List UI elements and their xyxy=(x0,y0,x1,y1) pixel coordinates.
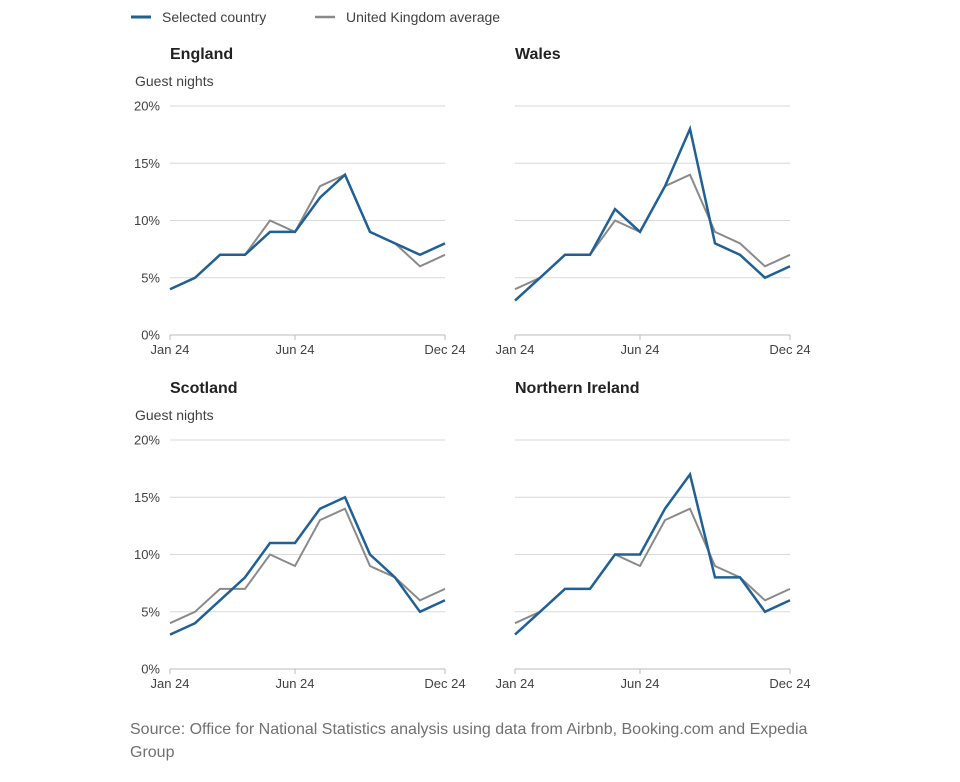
y-tick-label: 15% xyxy=(134,156,160,171)
y-tick-label: 20% xyxy=(134,433,160,448)
panel-title: Wales xyxy=(515,46,561,63)
y-axis-label: Guest nights xyxy=(135,407,214,423)
x-tick-label: Jun 24 xyxy=(275,676,314,691)
x-tick-label: Jan 24 xyxy=(150,676,189,691)
x-tick-label: Jun 24 xyxy=(620,676,659,691)
y-tick-label: 5% xyxy=(141,604,160,619)
series-line-selected-country xyxy=(514,471,791,636)
series-line-selected-country xyxy=(514,124,791,302)
y-tick-label: 10% xyxy=(134,547,160,562)
x-tick-label: Jan 24 xyxy=(495,342,534,357)
panel-title: England xyxy=(170,46,233,63)
x-tick-label: Dec 24 xyxy=(424,342,465,357)
y-tick-label: 20% xyxy=(134,99,160,114)
source-note: Source: Office for National Statistics a… xyxy=(130,721,808,761)
series-line-united-kingdom-average xyxy=(514,173,791,291)
x-tick-label: Dec 24 xyxy=(769,342,810,357)
legend-label-selected: Selected country xyxy=(162,9,266,25)
chart-panels: England Guest nights 0% 5% 10% 15% 20% Jan 24 Ju… xyxy=(134,46,811,691)
panel-scotland: Scotland Guest nights 0% 5% 10% 15% 20% Jan 24 J… xyxy=(134,380,466,691)
x-tick-label: Jun 24 xyxy=(620,342,659,357)
panel-wales: Wales Jan 24 Jun 24 Dec 24 xyxy=(495,46,810,357)
series-line-united-kingdom-average xyxy=(514,507,791,625)
legend: Selected country United Kingdom average xyxy=(131,9,500,25)
y-tick-label: 5% xyxy=(141,270,160,285)
series-line-united-kingdom-average xyxy=(169,173,446,291)
x-tick-label: Dec 24 xyxy=(424,676,465,691)
panel-title: Scotland xyxy=(170,380,238,397)
panel-title: Northern Ireland xyxy=(515,380,639,397)
series-line-selected-country xyxy=(169,172,446,291)
x-tick-label: Jan 24 xyxy=(150,342,189,357)
y-tick-label: 10% xyxy=(134,213,160,228)
y-tick-label: 15% xyxy=(134,490,160,505)
x-tick-label: Dec 24 xyxy=(769,676,810,691)
y-tick-label: 0% xyxy=(141,662,160,677)
series-line-selected-country xyxy=(169,495,446,636)
legend-label-average: United Kingdom average xyxy=(346,9,500,25)
x-tick-label: Jan 24 xyxy=(495,676,534,691)
x-tick-label: Jun 24 xyxy=(275,342,314,357)
panel-england: England Guest nights 0% 5% 10% 15% 20% Jan 24 Ju… xyxy=(134,46,466,357)
y-tick-label: 0% xyxy=(141,328,160,343)
y-axis-label: Guest nights xyxy=(135,73,214,89)
panel-northern-ireland: Northern Ireland Jan 24 Jun 24 Dec 24 xyxy=(495,380,810,691)
